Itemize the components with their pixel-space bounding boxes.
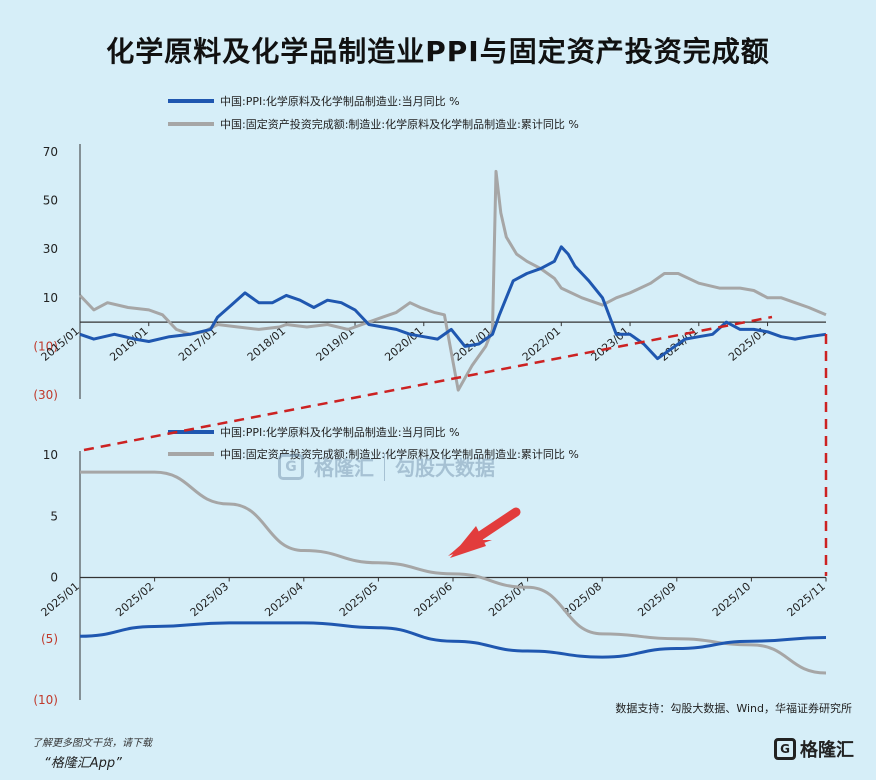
watermark-divider xyxy=(384,452,385,481)
brand-name: 格隆汇 xyxy=(800,740,854,761)
bottom-x-tick-label: 2025/05 xyxy=(337,580,380,619)
source-note: 数据支持：勾股大数据、Wind，华福证券研究所 xyxy=(615,702,852,715)
top-y-tick-label: 70 xyxy=(43,145,58,159)
legend-fai-label: 中国:固定资产投资完成额:制造业:化学原料及化学制品制造业:累计同比 % xyxy=(220,117,579,131)
legend-bottom-ppi-label: 中国:PPI:化学原料及化学制品制造业:当月同比 % xyxy=(220,425,460,439)
bottom-x-tick-label: 2025/03 xyxy=(188,580,231,619)
bottom-x-tick-label: 2025/11 xyxy=(785,580,828,619)
footer-app: “格隆汇App” xyxy=(44,756,122,771)
bottom-x-axis: 2025/01 2025/02 2025/03 2025/04 2025/05 2025/… xyxy=(39,577,828,619)
legend-ppi-label: 中国:PPI:化学原料及化学制品制造业:当月同比 % xyxy=(220,94,460,108)
bottom-x-tick-label: 2025/06 xyxy=(412,580,455,619)
bottom-series-line-ppi xyxy=(79,621,827,659)
bottom-y-tick-label: 10 xyxy=(43,448,58,462)
watermark-logo-icon: G xyxy=(278,453,304,480)
bottom-x-tick-label: 2025/09 xyxy=(635,580,678,619)
watermark: G 格隆汇 勾股大数据 xyxy=(278,452,495,481)
bottom-x-tick-label: 2025/10 xyxy=(710,580,753,619)
top-x-tick-label: 2018/01 xyxy=(245,324,288,363)
top-x-tick-label: 2016/01 xyxy=(107,324,150,363)
legend-top: 中国:PPI:化学原料及化学制品制造业:当月同比 % 中国:固定资产投资完成额:… xyxy=(168,94,579,131)
top-y-tick-label: 50 xyxy=(43,194,58,208)
watermark-right: 勾股大数据 xyxy=(395,456,495,480)
brand-logo-icon: G xyxy=(774,738,796,760)
footer-note: 了解更多图文干货，请下载 xyxy=(32,738,152,749)
chart-title: 化学原料及化学品制造业PPI与固定资产投资完成额 xyxy=(106,35,770,68)
bottom-series-line-fai xyxy=(80,470,827,675)
watermark-left: 格隆汇 xyxy=(314,456,374,480)
top-y-tick-label: 30 xyxy=(43,242,58,256)
bottom-y-tick-label: (5) xyxy=(41,632,58,646)
bottom-y-tick-label: 0 xyxy=(50,571,58,585)
bottom-series xyxy=(79,470,827,675)
bottom-y-axis: 10 5 0 (5) (10) xyxy=(33,448,826,707)
top-y-tick-label: (10) xyxy=(33,339,58,353)
top-x-tick-label: 2023/01 xyxy=(589,324,632,363)
top-x-tick-label: 2019/01 xyxy=(314,324,357,363)
bottom-x-tick-label: 2025/02 xyxy=(113,580,156,619)
top-x-tick-label: 2022/01 xyxy=(520,324,563,363)
bottom-x-tick-label: 2025/04 xyxy=(262,580,305,619)
top-y-tick-label: (30) xyxy=(33,388,58,402)
bottom-x-tick-label: 2025/01 xyxy=(39,580,82,619)
top-y-tick-label: 10 xyxy=(43,291,58,305)
top-y-axis: 70 50 30 10 (10) (30) xyxy=(33,144,826,402)
bottom-y-tick-label: (10) xyxy=(33,693,58,707)
bottom-y-tick-label: 5 xyxy=(50,509,58,523)
brand-logo: G 格隆汇 xyxy=(774,736,854,762)
top-x-tick-label: 2020/01 xyxy=(382,324,425,363)
